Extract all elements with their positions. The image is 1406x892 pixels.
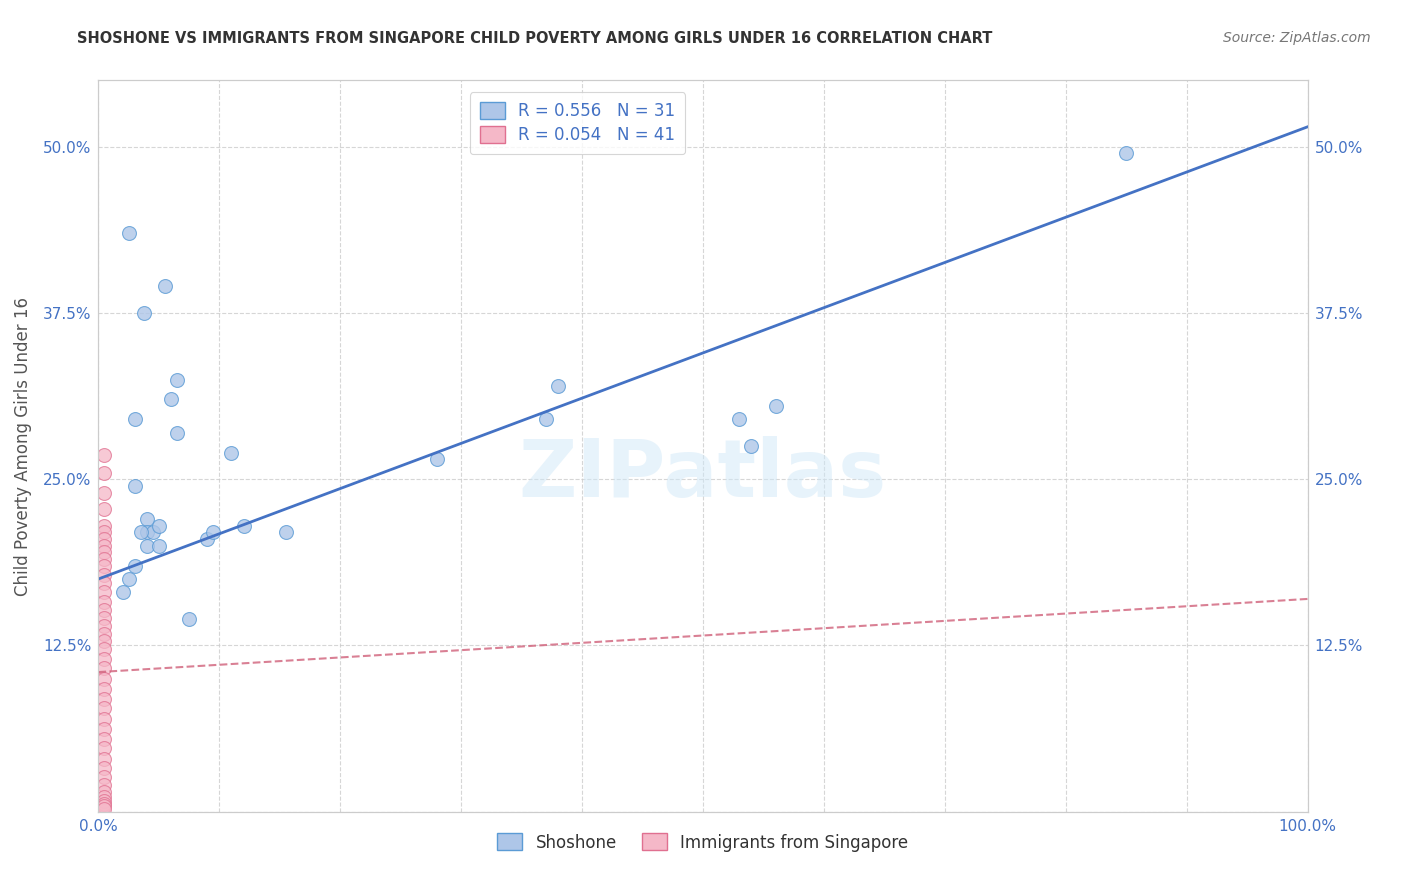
Point <box>274 525 297 540</box>
Point <box>93 634 115 648</box>
Point <box>93 585 115 599</box>
Point <box>111 585 134 599</box>
Point <box>232 518 254 533</box>
Point <box>93 552 115 566</box>
Point <box>93 778 115 792</box>
Point <box>221 445 243 459</box>
Point <box>93 610 115 624</box>
Point <box>129 525 152 540</box>
Point <box>93 770 115 784</box>
Point <box>93 642 115 657</box>
Point <box>93 691 115 706</box>
Point <box>135 539 157 553</box>
Point <box>765 399 787 413</box>
Point <box>547 379 569 393</box>
Point <box>1115 146 1137 161</box>
Point <box>534 412 557 426</box>
Point <box>135 512 157 526</box>
Point <box>148 539 170 553</box>
Point <box>93 799 115 814</box>
Point <box>93 518 115 533</box>
Point <box>93 751 115 765</box>
Point <box>118 226 141 240</box>
Point <box>124 558 146 573</box>
Y-axis label: Child Poverty Among Girls Under 16: Child Poverty Among Girls Under 16 <box>14 296 32 596</box>
Point <box>93 731 115 746</box>
Point <box>134 306 156 320</box>
Point <box>93 448 115 462</box>
Point <box>93 802 115 816</box>
Point <box>93 626 115 640</box>
Point <box>118 572 141 586</box>
Point <box>160 392 183 407</box>
Point <box>93 576 115 591</box>
Point <box>135 525 157 540</box>
Point <box>202 525 225 540</box>
Point <box>93 790 115 805</box>
Point <box>93 568 115 582</box>
Point <box>426 452 449 467</box>
Text: ZIPatlas: ZIPatlas <box>519 436 887 515</box>
Point <box>93 525 115 540</box>
Point <box>195 532 218 546</box>
Point <box>153 279 176 293</box>
Point <box>93 672 115 686</box>
Point <box>142 525 165 540</box>
Point <box>93 485 115 500</box>
Point <box>179 612 201 626</box>
Point <box>728 412 751 426</box>
Point <box>93 652 115 666</box>
Point <box>93 712 115 726</box>
Point <box>166 425 188 440</box>
Point <box>93 761 115 775</box>
Point <box>124 479 146 493</box>
Point <box>93 532 115 546</box>
Legend: Shoshone, Immigrants from Singapore: Shoshone, Immigrants from Singapore <box>491 827 915 858</box>
Point <box>93 558 115 573</box>
Point <box>93 661 115 675</box>
Point <box>93 618 115 632</box>
Point <box>93 740 115 755</box>
Point <box>93 545 115 559</box>
Point <box>93 797 115 811</box>
Text: SHOSHONE VS IMMIGRANTS FROM SINGAPORE CHILD POVERTY AMONG GIRLS UNDER 16 CORRELA: SHOSHONE VS IMMIGRANTS FROM SINGAPORE CH… <box>77 31 993 46</box>
Point <box>93 701 115 715</box>
Point <box>93 466 115 480</box>
Point <box>93 794 115 808</box>
Point <box>93 682 115 697</box>
Point <box>93 723 115 737</box>
Point <box>124 412 146 426</box>
Point <box>93 594 115 608</box>
Text: Source: ZipAtlas.com: Source: ZipAtlas.com <box>1223 31 1371 45</box>
Point <box>93 501 115 516</box>
Point <box>93 539 115 553</box>
Point <box>740 439 762 453</box>
Point <box>93 602 115 616</box>
Point <box>148 518 170 533</box>
Point <box>93 785 115 799</box>
Point <box>166 372 188 386</box>
